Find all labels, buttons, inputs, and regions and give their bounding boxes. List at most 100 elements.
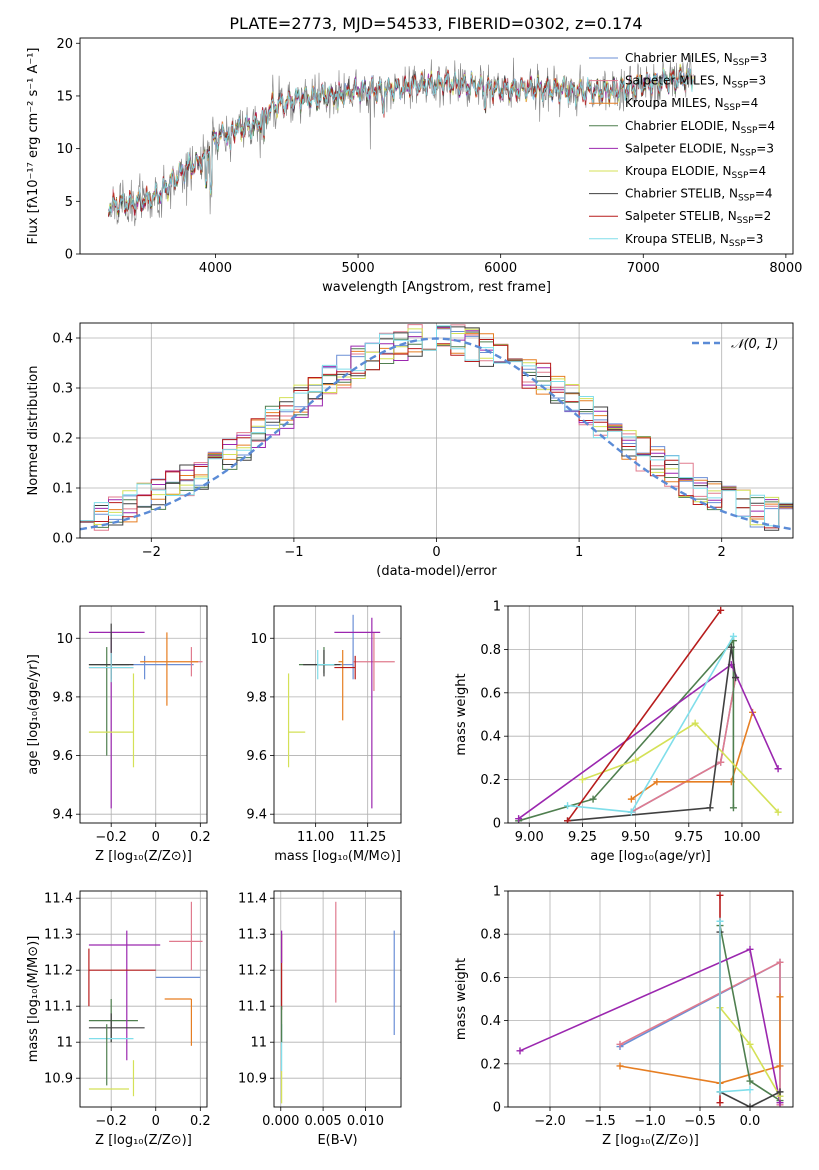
legend-entry: Kroupa ELODIE, NSSP=4 — [625, 164, 766, 181]
legend-entry: Chabrier MILES, NSSP=3 — [625, 51, 767, 68]
weight-marker — [653, 778, 661, 786]
y-tick-label: 11 — [56, 1036, 73, 1051]
axes-frame — [507, 890, 794, 1108]
y-tick-label: 11.3 — [238, 928, 267, 943]
x-axis-label: mass [log₁₀(M/M⊙)] — [274, 849, 401, 864]
y-tick-label: 0.8 — [480, 928, 501, 943]
x-tick-label: −2.0 — [534, 1114, 566, 1129]
y-tick-label: 0.6 — [480, 686, 501, 701]
panel-age-vs-Z: −0.2 0 0.2 9.4 9.6 9.8 10 Z [log₁₀(Z/Z⊙)] age [l… — [26, 605, 211, 864]
axes-frame — [79, 322, 794, 539]
y-tick-label: 9.8 — [52, 690, 73, 705]
errorbar-point — [334, 655, 356, 680]
figure-title: PLATE=2773, MJD=54533, FIBERID=0302, z=0… — [229, 14, 642, 33]
weight-marker — [716, 1099, 724, 1107]
weight-marker — [774, 808, 782, 816]
y-axis-label: age [log₁₀(age/yr)] — [26, 654, 41, 775]
panel-residuals: −2 −1 0 1 2 0.0 0.1 0.2 0.3 0.4 (data-model)/error… — [26, 322, 794, 579]
x-tick-label: 7000 — [627, 261, 660, 276]
errorbar-point — [317, 649, 335, 680]
weight-marker — [515, 815, 523, 823]
weight-marker — [616, 1062, 624, 1070]
y-tick-label: 9.6 — [52, 749, 73, 764]
y-tick-label: 0.8 — [480, 643, 501, 658]
x-tick-label: −0.2 — [95, 1114, 127, 1129]
errorbar-point — [287, 673, 306, 768]
plot-area — [281, 901, 395, 1104]
errorbar-point — [334, 617, 381, 809]
x-tick-label: 9.50 — [621, 830, 650, 845]
weight-marker — [578, 776, 586, 784]
weight-marker — [627, 808, 635, 816]
weight-marker — [746, 1103, 754, 1107]
axes-frame — [79, 37, 794, 255]
x-tick-label: 0 — [152, 1114, 160, 1129]
weight-marker — [616, 1040, 624, 1048]
errorbar-point — [353, 632, 395, 692]
plot-area — [80, 324, 793, 531]
panel-mass-vs-ebv: 0.000 0.005 0.010 10.9 11 11.1 11.2 11.3 11.4 E(B… — [238, 890, 402, 1148]
legend-entry: Salpeter ELODIE, NSSP=3 — [625, 141, 774, 158]
x-tick-label: 0.005 — [304, 1114, 341, 1129]
y-tick-label: 0.1 — [52, 482, 73, 497]
weight-marker — [776, 1099, 784, 1107]
errorbar-point — [169, 901, 203, 971]
axes: 11.00 11.25 9.4 9.6 9.8 10 mass [log₁₀(M/M⊙)] — [246, 605, 402, 864]
weight-marker — [589, 795, 597, 803]
x-axis-label: Z [log₁₀(Z/Z⊙)] — [602, 1133, 699, 1148]
x-axis-label: Z [log₁₀(Z/Z⊙)] — [95, 849, 192, 864]
y-tick-label: 0.0 — [52, 532, 73, 547]
y-tick-label: 9.4 — [52, 808, 73, 823]
gaussian-curve — [80, 337, 793, 531]
plot-area — [88, 901, 203, 1097]
grid-lines — [274, 891, 401, 1107]
y-tick-label: 0.6 — [480, 971, 501, 986]
y-tick-label: 0.3 — [52, 382, 73, 397]
y-tick-label: 5 — [65, 195, 73, 210]
legend-entry: Chabrier ELODIE, NSSP=4 — [625, 119, 775, 136]
model-line — [108, 68, 694, 214]
x-tick-label: 0 — [152, 830, 160, 845]
y-tick-label: 10 — [250, 632, 267, 647]
legend-entry: Chabrier STELIB, NSSP=4 — [625, 187, 773, 204]
axes-frame — [273, 890, 402, 1108]
y-tick-label: 9.4 — [246, 808, 267, 823]
x-tick-label: −0.2 — [95, 830, 127, 845]
x-tick-label: 1 — [575, 545, 583, 560]
y-axis-label: Normed distribution — [26, 366, 41, 496]
weight-line — [518, 638, 735, 822]
x-tick-label: −0.5 — [684, 1114, 716, 1129]
axes-frame — [507, 605, 794, 824]
weight-marker — [564, 817, 572, 823]
y-tick-label: 9.6 — [246, 749, 267, 764]
x-tick-label: −2 — [142, 545, 161, 560]
weight-marker — [727, 643, 735, 651]
errorbar-point — [88, 948, 156, 1007]
y-axis-label: Flux [fλ10⁻¹⁷ erg cm⁻² s⁻¹ A⁻¹] — [26, 48, 41, 245]
weight-marker — [746, 945, 754, 953]
x-tick-label: 9.00 — [515, 830, 544, 845]
axes-frame — [273, 605, 402, 824]
x-tick-label: −1 — [284, 545, 303, 560]
y-tick-label: 0 — [493, 1101, 501, 1116]
grid-lines — [80, 891, 207, 1107]
y-tick-label: 0.2 — [480, 773, 501, 788]
x-tick-label: 11.25 — [349, 830, 386, 845]
y-tick-label: 11.3 — [44, 928, 73, 943]
y-tick-label: 11.1 — [238, 1000, 267, 1015]
weight-line — [619, 996, 781, 1085]
axes: 9.00 9.25 9.50 9.75 10.00 0 0.2 0.4 0.6 0.8 1 age [… — [454, 600, 794, 864]
x-tick-label: 6000 — [484, 261, 517, 276]
y-axis-label: mass weight — [454, 958, 469, 1040]
weight-marker — [716, 891, 724, 899]
x-axis-label: Z [log₁₀(Z/Z⊙)] — [95, 1133, 192, 1148]
weight-marker — [776, 958, 784, 966]
x-tick-label: −1.5 — [584, 1114, 616, 1129]
y-tick-label: 0 — [65, 248, 73, 263]
x-axis-label: wavelength [Angstrom, rest frame] — [322, 280, 551, 295]
weight-marker — [627, 795, 635, 803]
weight-marker — [706, 804, 714, 812]
x-tick-label: 0.2 — [190, 1114, 211, 1129]
x-tick-label: 0 — [432, 545, 440, 560]
y-tick-label: 0.4 — [480, 1014, 501, 1029]
